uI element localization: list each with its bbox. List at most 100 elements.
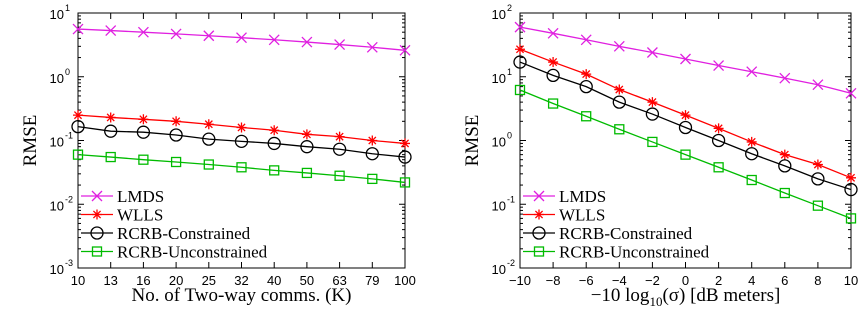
data-point: [203, 30, 215, 42]
data-point: [812, 200, 824, 211]
data-point: [203, 159, 214, 170]
x-tick-label: 8: [814, 273, 821, 288]
data-point: [779, 72, 791, 84]
data-point: [268, 34, 280, 46]
y-tick-exponent: -1: [507, 194, 515, 204]
legend-label: RCRB-Unconstrained: [117, 243, 268, 262]
data-point: [236, 162, 247, 173]
y-tick-label: 10: [50, 71, 64, 86]
data-point: [398, 150, 412, 164]
x-tick-label: 63: [332, 273, 346, 288]
legend-label: LMDS: [117, 187, 164, 206]
data-point: [614, 124, 625, 135]
data-point: [334, 39, 346, 51]
data-point: [72, 23, 84, 35]
series-wlls: [73, 110, 410, 149]
x-axis-label: No. of Two-way comms. (K): [132, 285, 352, 306]
data-point: [580, 34, 592, 46]
series-line: [77, 28, 406, 51]
x-tick-label: −4: [612, 273, 627, 288]
data-point: [844, 182, 858, 197]
legend: LMDSWLLSRCRB-ConstrainedRCRB-Unconstrain…: [81, 187, 268, 262]
x-tick-label: −6: [579, 273, 594, 288]
legend-label: WLLS: [117, 206, 163, 225]
x-tick-label: −2: [645, 273, 660, 288]
data-point: [367, 173, 378, 185]
data-point: [613, 40, 625, 52]
data-point: [105, 151, 116, 163]
y-tick-exponent: -2: [65, 194, 73, 204]
y-tick-exponent: -2: [507, 258, 515, 268]
data-point: [678, 120, 693, 135]
data-point: [366, 41, 378, 53]
data-point: [581, 69, 592, 80]
x-tick-label: 10: [844, 273, 858, 288]
series-lmds: [72, 23, 411, 56]
data-point: [72, 149, 84, 160]
legend-label: RCRB-Unconstrained: [559, 243, 710, 262]
data-point: [779, 149, 790, 160]
data-point: [647, 97, 658, 108]
series-rcrb-unconstrained: [72, 149, 411, 188]
y-tick-label: 10: [492, 135, 506, 150]
data-point: [334, 131, 345, 142]
series-line: [77, 153, 406, 184]
data-point: [170, 156, 182, 168]
x-axis-label-suffix: (σ) [dB meters]: [662, 285, 780, 306]
data-point: [711, 133, 726, 148]
data-point: [399, 177, 411, 188]
data-point: [105, 25, 117, 37]
x-tick-label: 100: [394, 273, 416, 288]
y-tick-exponent: 0: [65, 67, 70, 77]
data-point: [647, 136, 658, 148]
data-point: [514, 84, 526, 96]
data-point: [367, 135, 378, 146]
x-axis-label-prefix: −10 log: [591, 285, 650, 306]
data-point: [846, 172, 856, 183]
data-point: [746, 66, 758, 78]
data-point: [515, 44, 525, 55]
series-line: [519, 61, 852, 191]
x-tick-label: −10: [509, 273, 531, 288]
legend: LMDSWLLSRCRB-ConstrainedRCRB-Unconstrain…: [523, 187, 710, 262]
y-tick-exponent: -3: [65, 258, 73, 268]
data-point: [269, 165, 280, 176]
data-point: [778, 159, 792, 173]
series-lmds: [514, 21, 857, 99]
data-point: [137, 26, 149, 38]
y-tick-label: 10: [50, 135, 64, 150]
data-point: [334, 170, 345, 181]
data-point: [548, 57, 559, 68]
x-tick-label: 50: [300, 273, 314, 288]
data-point: [546, 68, 560, 83]
data-point: [104, 124, 118, 138]
x-tick-label: 0: [682, 273, 689, 288]
x-tick-label: −8: [546, 273, 561, 288]
y-axis-label: RMSE: [462, 115, 483, 167]
legend-marker: [92, 209, 102, 220]
y-tick-label: 10: [492, 7, 506, 22]
data-point: [301, 167, 313, 179]
data-point: [713, 162, 724, 173]
data-point: [236, 32, 247, 44]
y-tick-exponent: -1: [65, 131, 73, 141]
x-axis-label: −10 log10(σ) [dB meters]: [591, 285, 781, 309]
series-rcrb-constrained: [513, 55, 858, 197]
data-point: [400, 138, 410, 149]
data-point: [680, 53, 691, 65]
legend-label: WLLS: [559, 206, 605, 225]
data-point: [332, 142, 347, 156]
chart-1: 10 -310 -210 -110 010 110 13 16 20 25 32 40 50 63 79 10…: [20, 3, 416, 306]
x-tick-label: 79: [365, 273, 379, 288]
y-tick-exponent: 1: [507, 67, 512, 77]
data-point: [514, 21, 526, 33]
data-point: [365, 147, 379, 161]
data-point: [169, 128, 183, 142]
data-point: [646, 47, 658, 58]
legend-marker: [532, 226, 546, 240]
x-tick-label: 20: [169, 273, 183, 288]
data-point: [680, 110, 691, 121]
data-point: [399, 44, 411, 56]
